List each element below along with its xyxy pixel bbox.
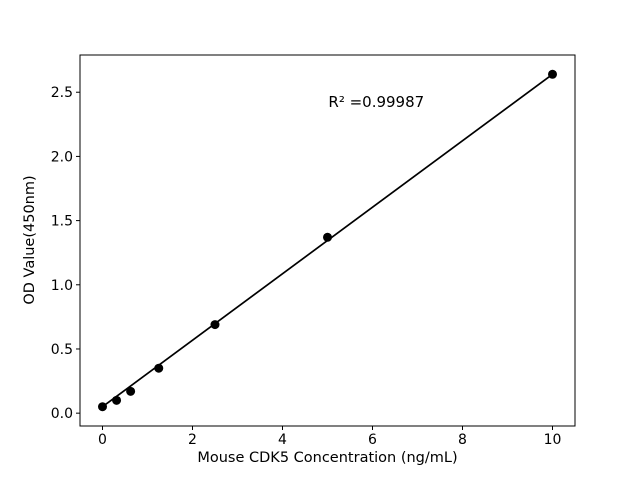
x-tick-label: 4	[278, 432, 287, 448]
y-tick-label: 0.0	[51, 406, 73, 422]
x-tick-label: 0	[98, 432, 107, 448]
y-tick-label: 2.0	[51, 149, 73, 165]
y-tick-label: 2.5	[51, 85, 73, 101]
data-point	[126, 386, 136, 396]
x-tick-label: 10	[544, 432, 562, 448]
x-tick-label: 2	[188, 432, 197, 448]
data-point	[210, 320, 220, 330]
x-axis-label: Mouse CDK5 Concentration (ng/mL)	[197, 450, 458, 466]
x-tick-label: 6	[368, 432, 377, 448]
y-axis-label: OD Value(450nm)	[22, 175, 38, 305]
y-tick-label: 0.5	[51, 342, 73, 358]
data-point	[548, 69, 557, 79]
data-point	[112, 395, 122, 405]
y-tick-label: 1.5	[51, 214, 73, 230]
plot-frame	[79, 54, 576, 427]
data-point	[154, 363, 164, 373]
data-point	[98, 402, 107, 412]
y-tick-label: 1.0	[51, 278, 73, 294]
data-point	[323, 232, 332, 242]
r-squared-annotation: R² =0.99987	[328, 93, 425, 112]
x-tick-label: 8	[458, 432, 467, 448]
